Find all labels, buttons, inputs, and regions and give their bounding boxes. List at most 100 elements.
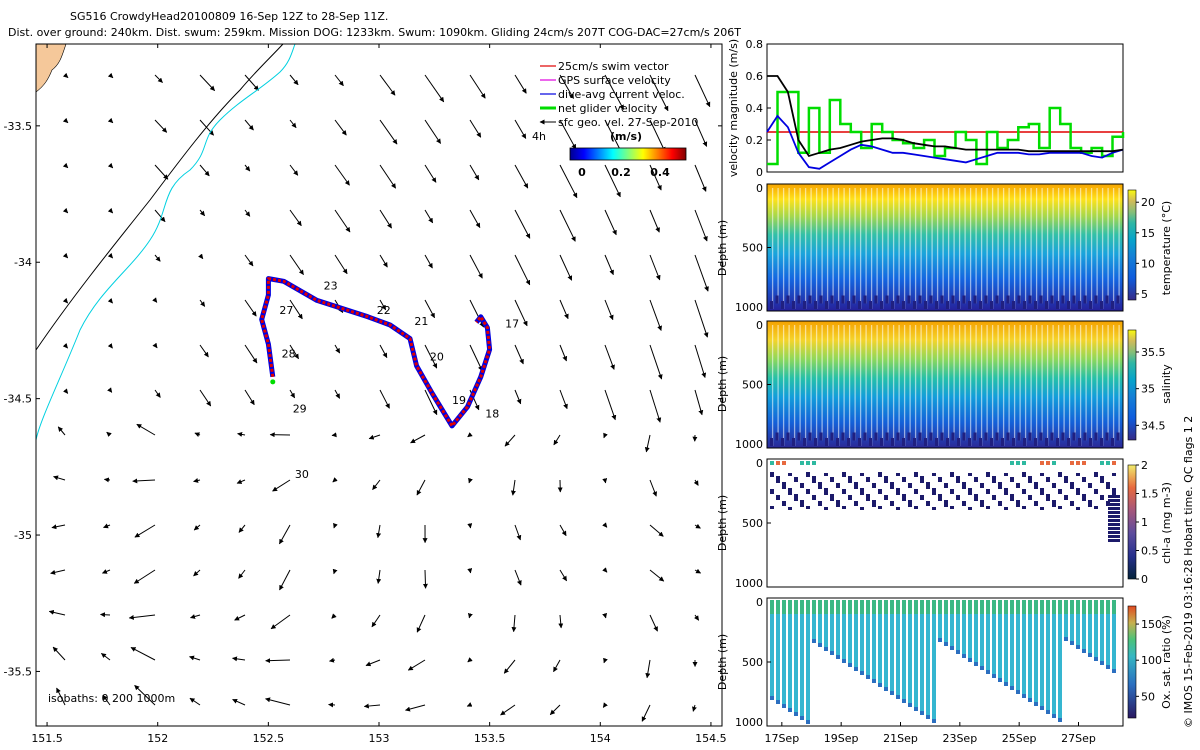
geo-arrow	[193, 524, 201, 531]
oxygen-cbar-tick-label: 150	[1141, 618, 1162, 631]
profile-bottom	[940, 295, 944, 304]
ox-profile	[1070, 614, 1074, 645]
chl-sample	[998, 503, 1002, 506]
profile-bottom	[775, 432, 779, 441]
profile-bottom	[1023, 438, 1026, 446]
chlorophyll-cbar-tick-label: 0	[1141, 573, 1148, 586]
chl-sample	[1108, 535, 1120, 538]
profile-bottom	[1039, 295, 1043, 304]
profile-bottom	[885, 432, 889, 441]
chl-sample	[1070, 486, 1074, 489]
chlorophyll-cbar-tick-label: 1	[1141, 516, 1148, 529]
geo-arrow	[334, 254, 348, 275]
ox-deep-sample	[824, 647, 828, 651]
profile-bottom	[836, 301, 839, 309]
geo-arrow	[649, 119, 666, 153]
chl-sample	[1022, 506, 1026, 509]
ox-surface-sample	[842, 600, 846, 614]
map-y-axis: -33.5 -34 -34.5 -35 -35.5	[4, 120, 722, 678]
ox-deep-sample	[836, 655, 840, 659]
ox-surface-sample	[1076, 600, 1080, 614]
ox-profile	[782, 614, 786, 708]
geo-arrow	[379, 389, 390, 409]
ox-deep-sample	[1028, 698, 1032, 702]
chl-sample	[818, 482, 822, 485]
ox-surface-sample	[950, 600, 954, 614]
oxygen-y-axis: 0 500 1000	[735, 596, 771, 729]
ox-deep-sample	[968, 658, 972, 662]
chlorophyll-field	[767, 459, 1123, 587]
chl-sample	[1052, 483, 1056, 486]
geo-arrow	[649, 254, 661, 281]
profile-bottom	[880, 438, 883, 446]
chl-sample	[842, 474, 846, 477]
geo-arrow	[154, 119, 168, 133]
ox-deep-sample	[1052, 714, 1056, 718]
chl-sample	[782, 503, 786, 506]
chl-sample	[1088, 483, 1092, 486]
geo-arrow	[602, 522, 608, 528]
profile-bottom	[1089, 438, 1092, 446]
ox-deep-sample	[1088, 653, 1092, 657]
ox-profile	[812, 614, 816, 643]
chl-sample	[1034, 482, 1038, 485]
profile-bottom	[1012, 301, 1015, 309]
chl-sample	[1112, 490, 1116, 493]
profile-bottom	[1094, 432, 1098, 441]
ox-profile	[794, 614, 798, 716]
geo-arrow	[238, 524, 246, 533]
geo-arrow	[424, 389, 438, 416]
chl-sample	[1052, 500, 1056, 503]
ox-deep-sample	[974, 662, 978, 666]
geo-arrow	[379, 119, 398, 145]
geo-arrow	[424, 344, 438, 369]
ox-profile	[914, 614, 918, 711]
geo-arrow	[549, 704, 561, 715]
chl-sample	[842, 489, 846, 492]
temperature-section: 0 500 1000 5 10 15 20 Depth (m) temperature (…	[716, 182, 1173, 314]
oxygen-colorbar	[1127, 605, 1137, 719]
ox-deep-sample	[848, 663, 852, 667]
profile-bottom	[841, 295, 845, 304]
geo-arrow	[500, 704, 516, 716]
chl-sample	[1004, 507, 1008, 510]
geo-arrow	[504, 434, 516, 447]
geo-arrow	[602, 612, 608, 619]
profile-bottom	[1056, 301, 1059, 309]
ox-profile	[824, 614, 828, 651]
chl-sample	[854, 501, 858, 504]
legend-label-swim: 25cm/s swim vector	[558, 60, 669, 73]
geo-arrow	[649, 164, 662, 191]
ox-deep-sample	[932, 719, 936, 723]
chl-sample	[1058, 472, 1062, 475]
ox-profile	[974, 614, 978, 666]
chl-high-sample	[1052, 461, 1056, 465]
chl-sample	[914, 474, 918, 477]
profile-bottom	[885, 295, 889, 304]
profile-bottom	[1028, 432, 1032, 441]
geo-arrow	[152, 297, 158, 303]
profile-bottom	[990, 438, 993, 446]
ox-deep-sample	[1112, 669, 1116, 673]
profile-bottom	[858, 438, 861, 446]
chl-sample	[992, 495, 996, 498]
profile-bottom	[1078, 438, 1081, 446]
geo-arrow	[559, 254, 573, 281]
ox-deep-sample	[830, 651, 834, 655]
ox-profile	[956, 614, 960, 654]
geo-arrow	[649, 569, 665, 582]
chl-sample	[854, 482, 858, 485]
chl-sample	[1094, 491, 1098, 494]
geo-arrow	[693, 479, 699, 486]
geo-arrow	[237, 431, 246, 437]
geo-arrow	[376, 524, 382, 539]
geo-velocity-arrows	[48, 72, 711, 722]
chl-sample	[956, 478, 960, 481]
temperature-ytick-label: 0	[756, 182, 763, 195]
salinity-y-axis: 0 500 1000	[735, 319, 771, 451]
chl-sample	[1034, 503, 1038, 506]
chl-sample	[1058, 489, 1062, 492]
geo-arrow	[363, 703, 381, 709]
legend-label-geo: sfc geo. vel. 27-Sep-2010	[558, 116, 698, 129]
geo-arrow	[379, 254, 388, 268]
